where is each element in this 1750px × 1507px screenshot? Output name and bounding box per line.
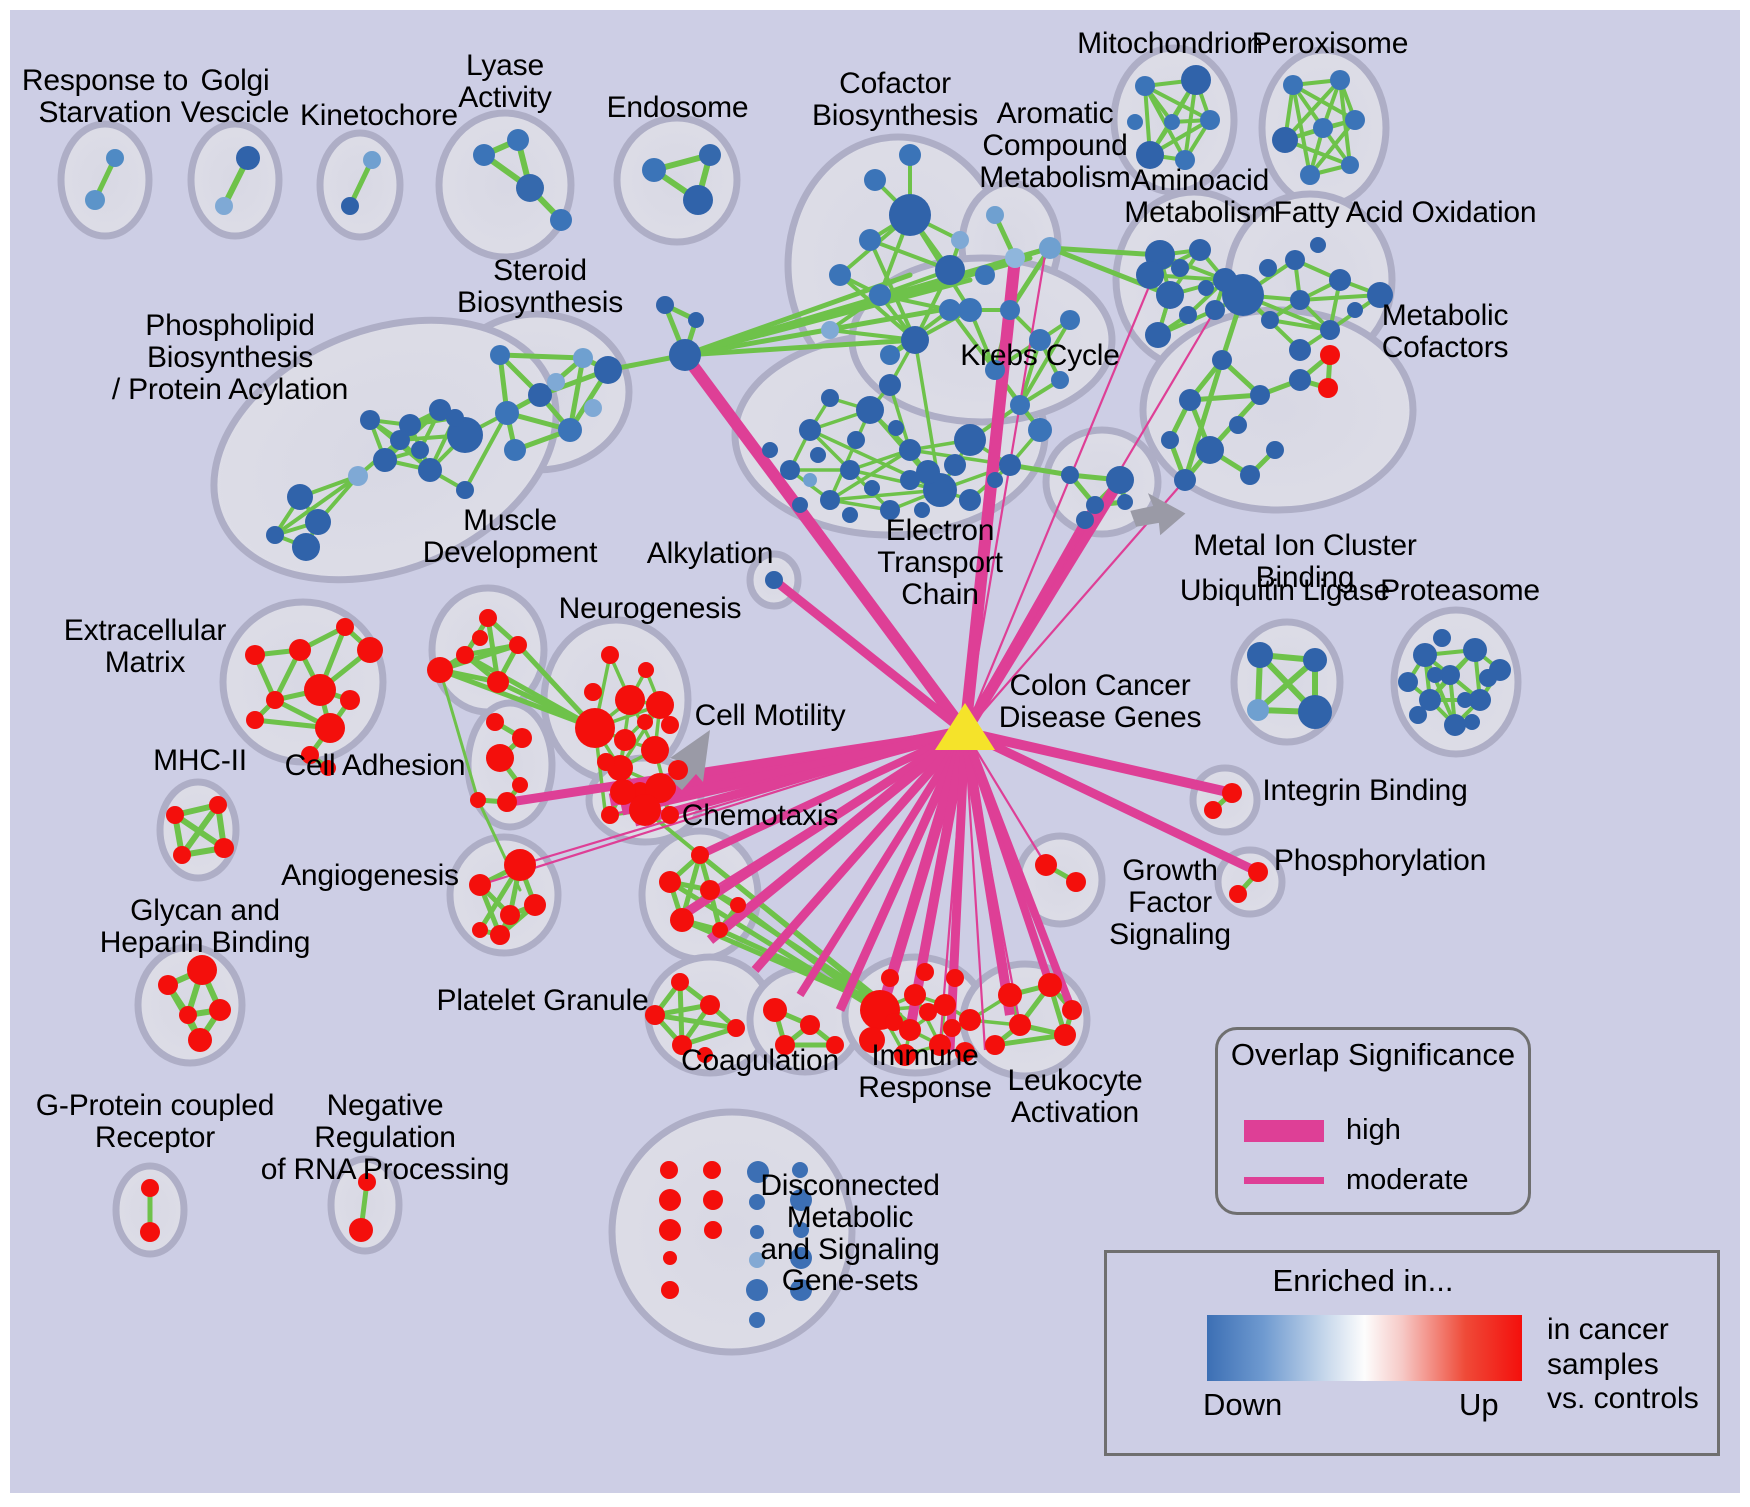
- label-metal-ion-cluster-binding: Metal Ion Cluster Binding: [1193, 529, 1417, 594]
- label-metabolic-cofactors: Metabolic Cofactors: [1381, 299, 1509, 364]
- legend-enrichment-title: Enriched in...: [1272, 1263, 1454, 1298]
- legend-swatch-high: [1244, 1119, 1324, 1142]
- legend-label-high: high: [1346, 1114, 1401, 1146]
- label-extracellular-matrix: Extracellular Matrix: [63, 614, 227, 679]
- label-cofactor-biosynthesis: Cofactor Biosynthesis: [811, 67, 978, 132]
- label-mhc-ii: MHC-II: [153, 744, 247, 777]
- hub-edges-high: [509, 257, 1260, 1051]
- label-chemotaxis: Chemotaxis: [681, 799, 839, 832]
- label-negative-regulation-rna: Negative Regulation of RNA Processing: [260, 1089, 510, 1186]
- label-peroxisome: Peroxisome: [1251, 27, 1409, 60]
- label-steroid-biosynthesis: Steroid Biosynthesis: [456, 254, 623, 319]
- label-immune-response: Immune Response: [858, 1039, 992, 1104]
- label-platelet-granule: Platelet Granule: [436, 984, 649, 1017]
- legend-enrichment: Enriched in... Down Up in cancer samples…: [1104, 1250, 1720, 1456]
- label-aminoacid-metabolism: Aminoacid Metabolism: [1124, 164, 1276, 229]
- label-endosome: Endosome: [606, 91, 749, 124]
- nodes: [85, 65, 1511, 1328]
- label-leukocyte-activation: Leukocyte Activation: [1007, 1064, 1143, 1129]
- legend-significance-title: Overlap Significance: [1230, 1037, 1516, 1072]
- label-phospholipid-biosynthesis: Phospholipid Biosynthesis / Protein Acyl…: [111, 309, 349, 406]
- network-canvas: Response to Starvation Golgi Vescicle Ki…: [10, 10, 1740, 1493]
- label-electron-transport-chain: Electron Transport Chain: [877, 514, 1003, 611]
- label-krebs-cycle: Krebs Cycle: [960, 339, 1120, 372]
- label-growth-factor-signaling: Growth Factor Signaling: [1109, 854, 1231, 951]
- label-integrin-binding: Integrin Binding: [1262, 774, 1468, 807]
- label-neurogenesis: Neurogenesis: [558, 592, 742, 625]
- label-lyase-activity: Lyase Activity: [458, 49, 552, 114]
- legend-label-context: in cancer samples vs. controls: [1547, 1313, 1699, 1415]
- label-glycan-heparin-binding: Glycan and Heparin Binding: [99, 894, 311, 959]
- legend-label-moderate: moderate: [1346, 1164, 1469, 1196]
- label-alkylation: Alkylation: [646, 537, 774, 570]
- label-fatty-acid-oxidation: Fatty Acid Oxidation: [1273, 196, 1537, 229]
- label-aromatic-compound-metabolism: Aromatic Compound Metabolism: [979, 97, 1131, 194]
- legend-label-down: Down: [1203, 1387, 1283, 1422]
- label-phosphorylation: Phosphorylation: [1273, 844, 1487, 877]
- hull-lyase-activity: [435, 109, 575, 261]
- label-gpcr: G-Protein coupled Receptor: [35, 1089, 275, 1154]
- hub-node-colon-cancer-disease-genes[interactable]: [935, 703, 995, 750]
- label-coagulation: Coagulation: [681, 1044, 839, 1077]
- legend-label-up: Up: [1459, 1387, 1499, 1422]
- label-kinetochore: Kinetochore: [300, 99, 458, 132]
- enrichment-color-ramp: [1207, 1315, 1522, 1381]
- hull-extracellular-matrix: [219, 598, 387, 766]
- label-mitochondrion: Mitochondrion: [1077, 27, 1263, 60]
- label-golgi-vesicle: Golgi Vescicle: [180, 64, 290, 129]
- label-muscle-development: Muscle Development: [422, 504, 598, 569]
- label-ubiquitin-ligase: Ubiquitin Ligase: [1179, 574, 1391, 607]
- legend-swatch-moderate: [1244, 1177, 1324, 1184]
- label-angiogenesis: Angiogenesis: [281, 859, 459, 892]
- label-hub-colon-cancer: Colon Cancer Disease Genes: [998, 669, 1202, 734]
- hull-endosome: [613, 114, 741, 246]
- legend-overlap-significance: Overlap Significance high moderate: [1215, 1027, 1531, 1215]
- network-svg: [57, 44, 1522, 1356]
- label-disconnected-gene-sets: Disconnected Metabolic and Signaling Gen…: [760, 1169, 940, 1298]
- arrow-metal-ion: [1130, 493, 1186, 536]
- label-response-to-starvation: Response to Starvation: [21, 64, 189, 129]
- label-proteasome: Proteasome: [1380, 574, 1540, 607]
- label-cell-motility: Cell Motility: [694, 699, 846, 732]
- label-cell-adhesion: Cell Adhesion: [284, 749, 466, 782]
